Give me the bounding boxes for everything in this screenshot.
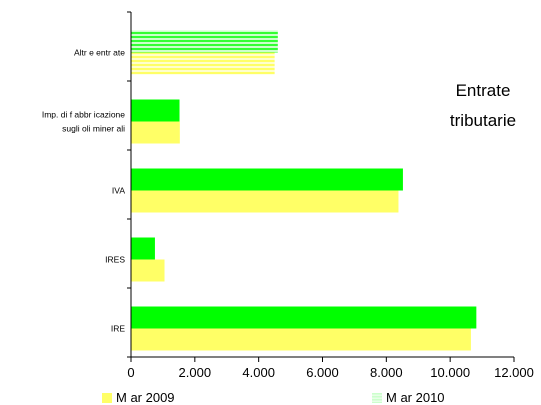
bar-mar-2009-4 — [131, 328, 471, 351]
category-label-2: IVA — [112, 186, 125, 196]
legend-swatch-mar-2010 — [372, 393, 382, 403]
bar-mar-2010-1 — [131, 99, 180, 122]
chart-title-line-1: Entrate — [456, 81, 511, 100]
category-label-3: IRES — [105, 255, 125, 265]
bars-layer — [131, 30, 477, 351]
x-tick-label-0: 0 — [127, 365, 134, 380]
legend-label-mar-2010: M ar 2010 — [386, 390, 445, 405]
category-label-4: IRE — [111, 324, 126, 334]
bar-mar-2009-2 — [131, 190, 399, 213]
x-tick-label-6: 12.000 — [494, 365, 534, 380]
bar-mar-2010-2 — [131, 168, 403, 191]
legend-label-mar-2009: M ar 2009 — [116, 390, 175, 405]
legend-swatch-mar-2009 — [102, 393, 112, 403]
chart-title-line-2: tributarie — [450, 111, 516, 130]
bar-mar-2010-4 — [131, 306, 477, 329]
x-tick-labels: 0 2.000 4.000 6.000 8.000 10.000 12.000 — [127, 365, 534, 380]
category-labels: Altr e entr ate Imp. di f abbr icazione su… — [42, 48, 125, 334]
bar-mar-2009-0 — [131, 52, 275, 75]
chart-title: Entrate tributarie — [450, 81, 516, 130]
legend: M ar 2009 M ar 2010 — [102, 390, 445, 405]
bar-mar-2009-3 — [131, 259, 165, 282]
bar-mar-2010-3 — [131, 237, 155, 260]
bar-mar-2009-1 — [131, 121, 180, 144]
x-tick-label-3: 6.000 — [306, 365, 339, 380]
category-label-1-line-0: Imp. di f abbr icazione — [42, 110, 125, 120]
x-tick-label-5: 10.000 — [430, 365, 470, 380]
category-label-0: Altr e entr ate — [74, 48, 125, 58]
category-label-1-line-1: sugli oli miner ali — [62, 124, 125, 134]
bar-mar-2010-0 — [131, 30, 278, 53]
x-tick-label-2: 4.000 — [242, 365, 275, 380]
x-tick-label-4: 8.000 — [370, 365, 403, 380]
x-tick-label-1: 2.000 — [179, 365, 212, 380]
axes-layer — [127, 11, 515, 362]
